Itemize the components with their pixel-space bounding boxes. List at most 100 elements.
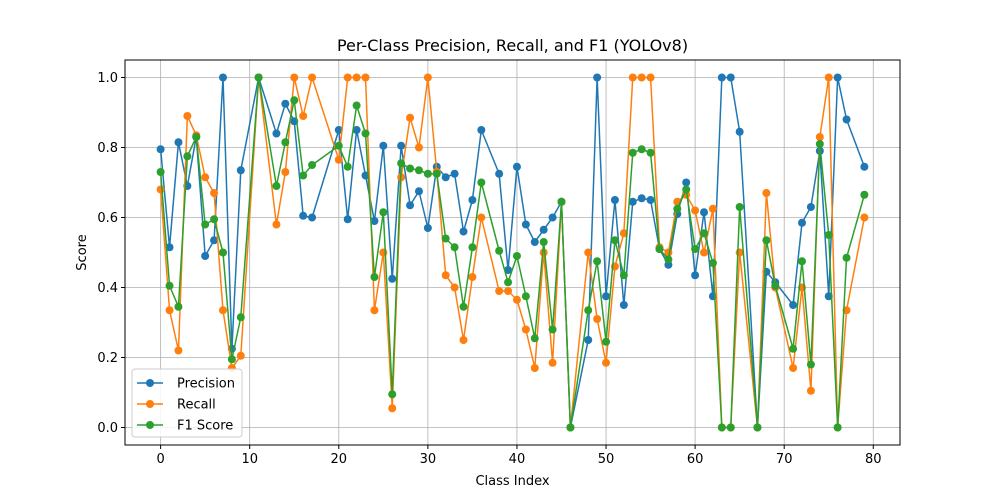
data-point-recall [388,404,397,413]
data-point-f1-score [236,313,245,322]
data-point-precision [299,211,308,220]
data-point-f1-score [361,129,370,138]
data-point-precision [343,215,352,224]
data-point-f1-score [700,229,709,238]
data-point-recall [165,306,174,315]
y-axis-ticks: 0.0 0.2 0.4 0.6 0.8 1.0 [97,71,125,436]
data-point-recall [860,213,869,222]
legend-swatch-marker [146,379,154,387]
data-point-f1-score [334,141,343,150]
data-point-f1-score [708,259,717,267]
data-point-precision [726,73,735,82]
data-point-f1-score [619,271,628,280]
data-point-f1-score [432,169,441,178]
data-point-f1-score [655,245,664,253]
data-point-f1-score [165,281,174,290]
legend-label: Precision [177,377,235,392]
data-point-recall [156,185,165,194]
data-point-recall [290,73,299,82]
data-point-recall [343,73,352,82]
data-point-precision [477,126,486,134]
data-point-recall [174,346,183,355]
data-point-f1-score [468,243,477,252]
x-tick-label: 10 [241,452,258,467]
data-point-precision [539,225,548,234]
data-point-f1-score [441,234,450,243]
data-point-recall [700,248,709,257]
data-point-f1-score [352,101,361,110]
data-point-f1-score [628,148,637,157]
data-point-f1-score [370,273,379,281]
data-point-f1-score [156,168,165,176]
data-point-precision [459,227,468,236]
data-point-precision [450,169,459,178]
legend-box [131,368,243,438]
data-point-f1-score [673,204,682,213]
y-tick-label: 0.0 [97,421,118,436]
data-point-precision [530,238,539,246]
legend-entry-f1-score: F1 Score [137,419,233,434]
data-point-precision [717,73,726,82]
data-point-precision [406,201,415,210]
data-point-recall [272,220,281,229]
legend-entry-precision: Precision [137,377,235,392]
x-tick-label: 0 [156,452,164,467]
data-point-precision [806,203,815,211]
data-point-recall [593,315,602,323]
data-point-f1-score [584,306,593,315]
data-point-f1-score [602,337,611,346]
data-point-recall [762,189,771,197]
data-point-f1-score [842,253,851,262]
data-point-recall [468,273,477,281]
data-point-precision [370,217,379,225]
series-precision [156,73,869,432]
x-tick-label: 50 [598,452,615,467]
data-point-precision [628,197,637,206]
data-point-recall [628,73,637,82]
data-point-f1-score [272,182,281,190]
data-point-precision [646,196,655,204]
data-point-precision [281,99,290,108]
data-point-f1-score [423,169,432,178]
data-point-recall [236,351,245,360]
data-point-precision [833,73,842,82]
data-point-recall [619,229,628,238]
data-point-f1-score [798,257,807,266]
data-point-recall [201,173,210,182]
data-point-f1-score [210,215,219,224]
data-point-f1-score [459,302,468,311]
data-point-precision [272,129,281,138]
data-point-f1-score [450,243,459,252]
data-point-precision [441,173,450,182]
plot-frame [124,59,901,446]
data-point-precision [789,301,798,309]
data-point-recall [708,204,717,213]
data-point-f1-score [477,178,486,187]
data-point-recall [477,213,486,222]
y-tick-label: 0.2 [97,351,118,366]
series-f1-score [156,73,869,432]
data-point-f1-score [726,423,735,432]
data-point-f1-score [557,197,566,206]
y-axis-label: Score [75,234,90,270]
data-point-f1-score [762,236,771,245]
x-tick-label: 80 [865,452,882,467]
data-point-precision [423,224,432,232]
data-point-f1-score [833,423,842,432]
data-point-precision [388,274,397,283]
data-point-f1-score [388,390,397,399]
data-point-f1-score [753,423,762,432]
data-point-recall [646,73,655,82]
data-point-recall [299,112,308,120]
data-point-precision [691,271,700,280]
data-point-recall [584,248,593,257]
data-point-f1-score [860,190,869,199]
data-point-precision [584,336,593,344]
data-point-recall [530,364,539,372]
data-point-recall [602,358,611,367]
data-point-precision [860,162,869,171]
data-point-recall [521,325,530,334]
x-tick-label: 30 [420,452,437,467]
data-point-f1-score [218,248,227,257]
data-point-f1-score [308,161,317,169]
